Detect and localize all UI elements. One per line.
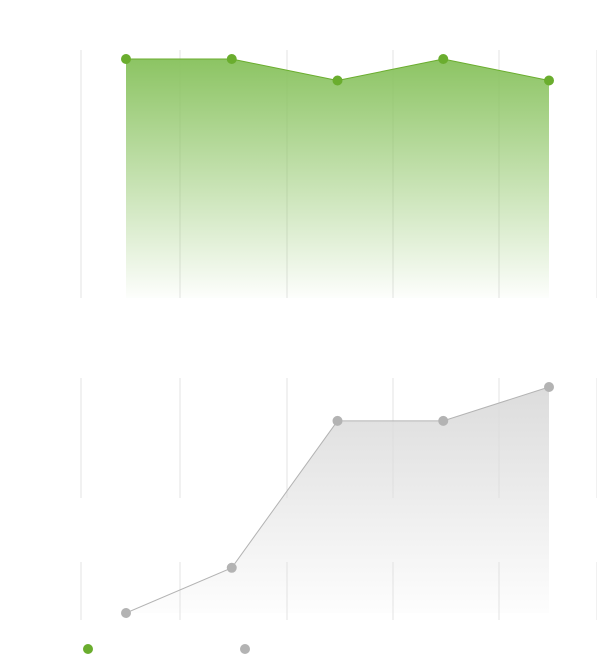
data-point (544, 75, 554, 86)
legend-item-green[interactable] (83, 644, 99, 654)
data-point (121, 608, 131, 618)
legend-marker-green (83, 644, 93, 654)
data-point (438, 54, 449, 64)
series-area (126, 59, 549, 298)
data-point (438, 415, 449, 426)
series-area (126, 387, 549, 613)
data-point (544, 382, 554, 392)
legend-marker-gray (240, 644, 250, 654)
data-point (332, 415, 343, 426)
data-point (121, 54, 131, 64)
legend-item-gray[interactable] (240, 644, 256, 654)
data-point (226, 562, 237, 573)
data-point (332, 75, 343, 86)
data-point (226, 54, 237, 64)
area-chart-panel (80, 50, 597, 298)
line-chart-panel (80, 378, 597, 620)
